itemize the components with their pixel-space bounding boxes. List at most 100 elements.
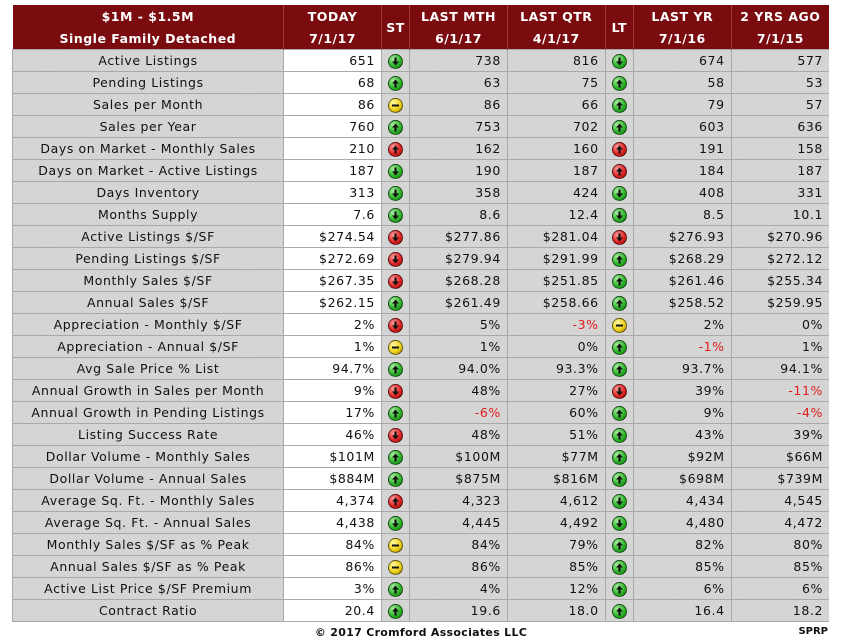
cell-value: 86% — [471, 559, 501, 574]
cell-last-qtr: $258.66 — [506, 291, 606, 314]
table-row: Sales per Month 86 86 66 79 57 — [11, 93, 829, 116]
cell-last-yr: $258.52 — [632, 291, 732, 314]
cell-last-qtr: 93.3% — [506, 357, 606, 380]
cell-value: $277.86 — [445, 229, 501, 244]
st-indicator — [380, 445, 410, 468]
green-up-arrow-icon — [611, 427, 627, 443]
green-up-arrow-icon — [611, 559, 627, 575]
cell-value: 39% — [793, 427, 823, 442]
cell-value: -4% — [796, 405, 823, 420]
yellow-dash-icon — [388, 559, 404, 575]
cell-value: 4,480 — [685, 515, 725, 530]
header-last-mth: LAST MTH — [409, 5, 508, 27]
cell-value: 358 — [475, 185, 501, 200]
cell-value: 210 — [349, 141, 375, 156]
cell-last-mth: $268.28 — [409, 269, 508, 292]
cell-last-qtr: 702 — [506, 115, 606, 138]
green-up-arrow-icon — [611, 449, 627, 465]
cell-value: 85% — [793, 559, 823, 574]
st-indicator — [380, 115, 410, 138]
cell-last-yr: 408 — [632, 181, 732, 204]
cell-value: 20.4 — [344, 603, 375, 618]
table-row: Contract Ratio 20.4 19.6 18.0 16.4 18.2 — [11, 599, 829, 622]
cell-value: 12.4 — [568, 207, 599, 222]
cell-last-yr: -1% — [632, 335, 732, 358]
cell-last-qtr: 160 — [506, 137, 606, 160]
cell-value: -3% — [572, 317, 599, 332]
cell-two-yrs: $272.12 — [730, 247, 829, 270]
green-up-arrow-icon — [388, 449, 404, 465]
lt-indicator — [604, 379, 634, 402]
row-label: Days Inventory — [11, 181, 284, 204]
cell-value: $739M — [777, 471, 823, 486]
cell-today: $267.35 — [283, 269, 382, 292]
row-label: Average Sq. Ft. - Annual Sales — [11, 511, 284, 534]
red-down-arrow-icon — [388, 229, 404, 245]
green-down-arrow-icon — [611, 493, 627, 509]
row-label: Active Listings — [11, 49, 284, 72]
cell-value: 27% — [569, 383, 599, 398]
cell-last-yr: 4,434 — [632, 489, 732, 512]
cell-last-yr: 6% — [632, 577, 732, 600]
cell-value: 1% — [353, 339, 375, 354]
cell-value: 603 — [698, 119, 725, 134]
red-down-arrow-icon — [388, 427, 404, 443]
lt-indicator — [604, 467, 634, 490]
cell-today: 651 — [283, 49, 382, 72]
header-row-1: $1M - $1.5M TODAY ST LAST MTH LAST QTR L… — [12, 5, 829, 50]
cell-last-mth: 4,445 — [409, 511, 508, 534]
cell-value: 4,612 — [559, 493, 599, 508]
cell-two-yrs: $739M — [730, 467, 829, 490]
cell-value: 1% — [801, 339, 823, 354]
cell-two-yrs: 10.1 — [730, 203, 829, 226]
st-indicator — [380, 511, 410, 534]
row-label: Average Sq. Ft. - Monthly Sales — [11, 489, 284, 512]
green-up-arrow-icon — [388, 471, 404, 487]
cell-last-mth: 4,323 — [409, 489, 508, 512]
cell-last-qtr: 85% — [506, 555, 606, 578]
cell-value: 4,492 — [559, 515, 599, 530]
cell-value: $101M — [329, 449, 375, 464]
cell-last-qtr: 27% — [506, 379, 606, 402]
lt-indicator — [604, 71, 634, 94]
cell-value: 19.6 — [470, 603, 501, 618]
green-up-arrow-icon — [388, 75, 404, 91]
cell-value: 63 — [483, 75, 501, 90]
cell-last-mth: 5% — [409, 313, 508, 336]
row-label: Monthly Sales $/SF as % Peak — [11, 533, 284, 556]
cell-value: 184 — [698, 163, 725, 178]
cell-last-mth: 753 — [409, 115, 508, 138]
cell-last-yr: 85% — [632, 555, 732, 578]
red-down-arrow-icon — [388, 317, 404, 333]
green-down-arrow-icon — [388, 515, 404, 531]
table-row: Average Sq. Ft. - Annual Sales 4,438 4,445… — [11, 511, 829, 534]
cell-value: 674 — [698, 53, 725, 68]
cell-value: $100M — [455, 449, 501, 464]
red-down-arrow-icon — [611, 229, 627, 245]
cell-last-qtr: 12.4 — [506, 203, 606, 226]
cell-last-qtr: 79% — [506, 533, 606, 556]
cell-value: 10.1 — [792, 207, 823, 222]
cell-today: 94.7% — [283, 357, 382, 380]
row-label: Monthly Sales $/SF — [11, 269, 284, 292]
cell-value: 48% — [471, 383, 501, 398]
cell-value: $816M — [553, 471, 599, 486]
cell-last-yr: 93.7% — [632, 357, 732, 380]
cell-today: 68 — [283, 71, 382, 94]
cell-value: 6% — [703, 581, 725, 596]
cell-value: $875M — [455, 471, 501, 486]
cell-value: -6% — [474, 405, 501, 420]
table-body: Active Listings 651 738 816 674 577 Pending Li… — [11, 49, 829, 622]
cell-value: $258.66 — [542, 295, 599, 310]
cell-last-yr: 16.4 — [632, 599, 732, 622]
cell-value: 57 — [805, 97, 823, 112]
cell-value: $255.34 — [767, 273, 823, 288]
green-up-arrow-icon — [611, 75, 627, 91]
cell-value: 702 — [573, 119, 599, 134]
cell-last-mth: 86 — [409, 93, 508, 116]
red-up-arrow-icon — [388, 493, 404, 509]
cell-value: 5% — [479, 317, 501, 332]
cell-value: -11% — [788, 383, 823, 398]
cell-value: 424 — [573, 185, 599, 200]
table-row: Monthly Sales $/SF as % Peak 84% 84% 79% 82%… — [11, 533, 829, 556]
